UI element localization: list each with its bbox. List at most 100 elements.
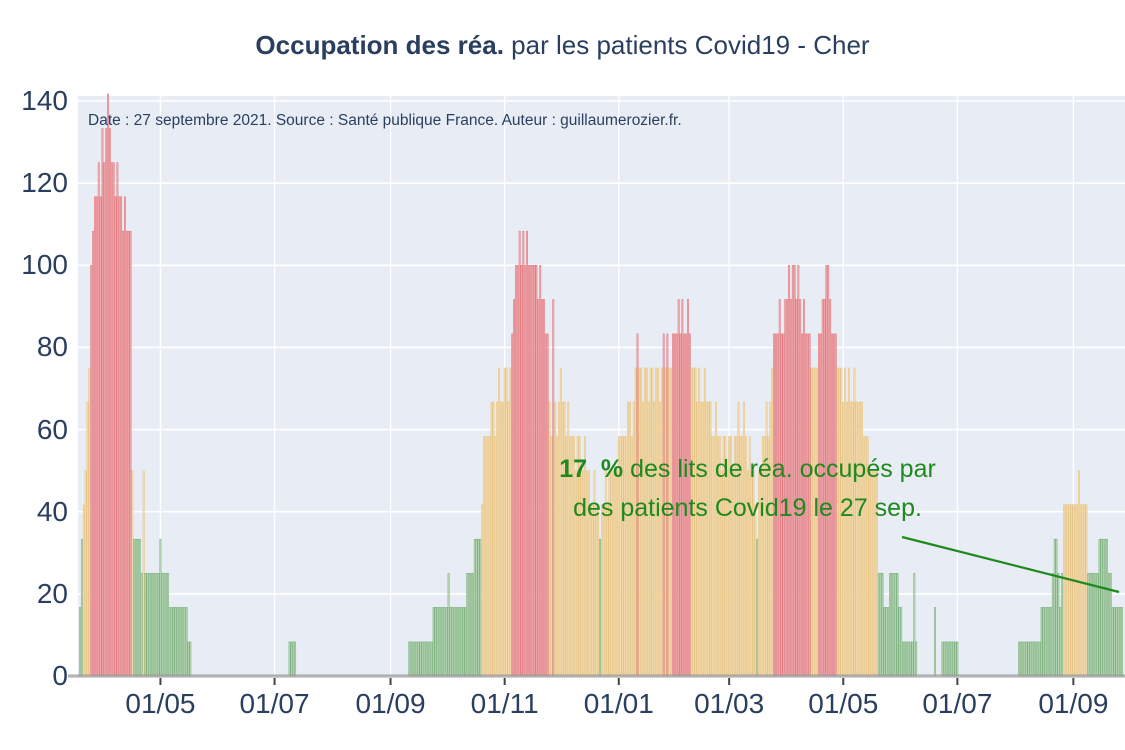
daily-bar [1036,641,1039,677]
daily-bar [92,230,95,677]
daily-bar [602,504,605,677]
daily-bar [629,401,631,677]
daily-bar [99,196,102,677]
daily-bar [178,607,181,677]
daily-bar [432,607,435,677]
daily-bar [891,573,893,677]
daily-bar [135,538,138,677]
daily-bar [700,401,702,677]
current-value-annotation: 17 % des lits de réa. occupés par des pa… [470,450,1025,528]
daily-bar [632,401,635,677]
daily-bar [1089,573,1092,677]
daily-bar [105,128,108,677]
x-axis-tick-label: 01/07 [922,688,993,719]
daily-bar [1033,641,1035,677]
daily-bar [1106,538,1108,677]
daily-bar [1111,607,1114,677]
daily-bar [142,470,145,677]
daily-bar [408,641,411,677]
daily-bar [410,641,413,677]
daily-bar [468,573,471,677]
daily-bar [453,607,456,677]
daily-bar [1098,538,1101,677]
daily-bar [79,607,81,677]
daily-bar [152,573,154,677]
daily-bar [709,401,712,677]
daily-bar [743,401,746,677]
daily-bar [952,641,955,677]
daily-bar [696,401,699,677]
daily-bar [1018,641,1021,677]
daily-bar [167,573,169,677]
daily-bar [165,573,167,677]
daily-bar [647,401,650,677]
daily-bar [180,607,182,677]
daily-bar [857,401,860,677]
daily-bar [1046,607,1049,677]
daily-bar [443,607,446,677]
daily-bar [479,538,482,677]
daily-bar [849,401,852,677]
daily-bar [947,641,949,677]
daily-bar [948,641,951,677]
daily-bar [125,230,128,677]
daily-bar [442,607,444,677]
daily-bar [1087,573,1090,677]
daily-bar [954,641,957,677]
daily-bar [859,401,862,677]
daily-bar [185,607,188,677]
daily-bar [95,196,98,677]
daily-bar [90,265,93,677]
daily-bar [855,401,858,677]
x-axis-tick-label: 01/11 [470,688,539,719]
daily-bar [187,641,190,677]
daily-bar [419,641,422,677]
daily-bar [475,538,478,677]
daily-bar [423,641,426,677]
daily-bar [159,538,162,677]
daily-bar [94,196,96,677]
daily-bar [133,538,136,677]
daily-bar [851,401,854,677]
daily-bar [153,573,156,677]
daily-bar [554,401,557,677]
daily-bar [642,401,644,677]
daily-bar [591,504,594,677]
daily-bar [956,641,959,677]
daily-bar [490,401,493,677]
annotation-percentage: 17 % [559,455,624,483]
daily-bar [1094,573,1097,677]
daily-bar [120,196,123,677]
y-axis-tick-label: 20 [36,577,68,609]
y-axis-tick-label: 40 [36,495,68,527]
daily-bar [445,607,448,677]
daily-bar [769,401,772,677]
daily-bar [1121,607,1123,677]
daily-bar [148,573,151,677]
y-axis-tick-label: 120 [21,167,68,199]
daily-bar [702,401,704,677]
daily-bar [292,641,295,677]
daily-bar [183,607,186,677]
y-axis-tick-label: 60 [36,413,68,445]
daily-bar [500,401,502,677]
daily-bar [116,162,119,677]
daily-bar [181,607,184,677]
daily-bar [1079,504,1082,677]
daily-bar [599,538,601,677]
daily-bar [1050,607,1052,677]
daily-bar [101,128,104,677]
daily-bar [896,573,899,677]
daily-bar [112,162,115,677]
daily-bar [427,641,429,677]
daily-bar [1117,607,1120,677]
daily-bar [189,641,192,677]
daily-bar [1104,538,1107,677]
daily-bar [1035,641,1037,677]
daily-bar [707,401,710,677]
x-axis-tick-label: 01/01 [583,688,654,719]
daily-bar [176,607,179,677]
daily-bar [589,504,592,677]
